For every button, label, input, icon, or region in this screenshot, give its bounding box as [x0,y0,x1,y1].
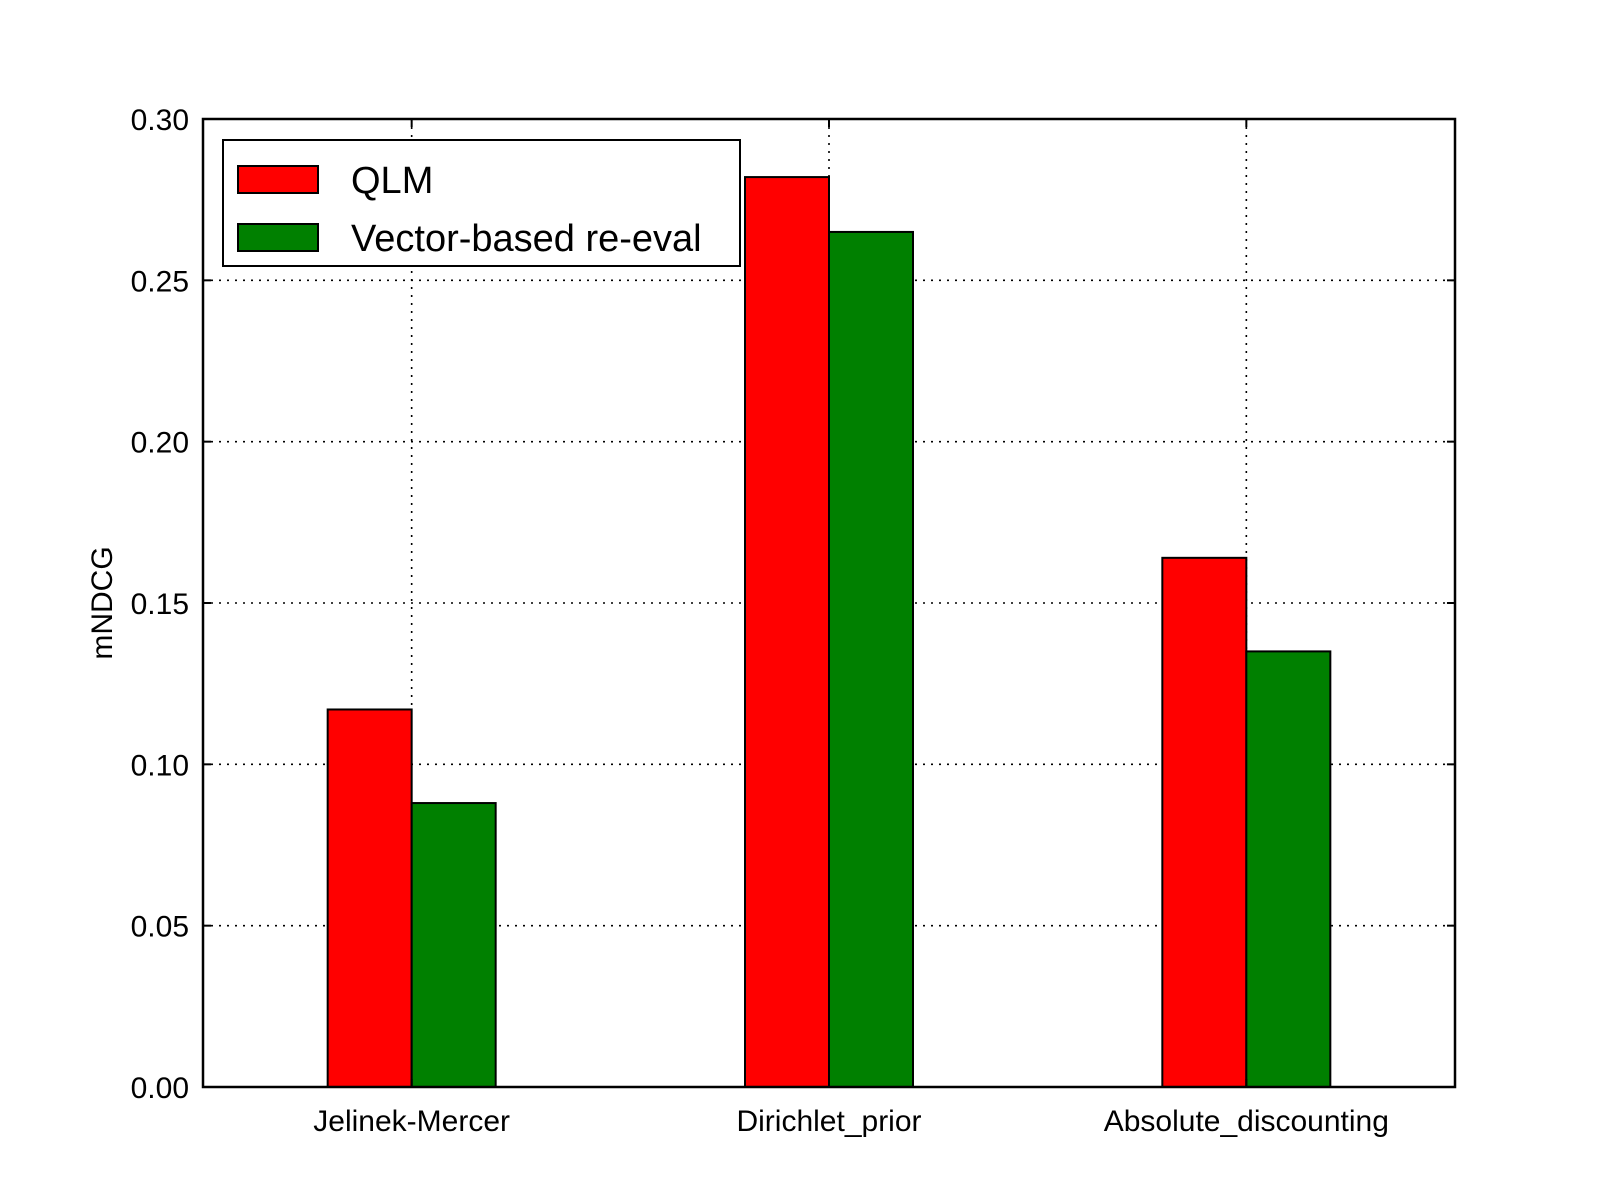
y-axis-title: mNDCG [86,546,119,659]
y-tick-label: 0.15 [131,588,189,621]
x-tick-labels: Jelinek-Mercer Dirichlet_prior Absolute_di… [313,1105,1389,1138]
y-tick-label: 0.10 [131,749,189,782]
y-tick-label: 0.00 [131,1072,189,1105]
x-tick-label: Dirichlet_prior [736,1105,921,1138]
legend-swatch [237,165,319,194]
bar-qlm-2 [1161,556,1248,1088]
y-tick-label: 0.30 [131,104,189,137]
y-tick-label: 0.05 [131,911,189,944]
bar-qlm-1 [744,176,830,1088]
axis-ticks [203,118,1455,1088]
legend-label: Vector-based re-eval [351,218,702,260]
bar-qlm-0 [326,708,413,1088]
bar-vector-based-0 [410,802,497,1088]
legend-swatch [237,223,319,252]
x-tick-label: Jelinek-Mercer [313,1105,510,1138]
bars [326,176,1332,1089]
bar-vector-based-2 [1245,650,1332,1089]
legend-label: QLM [351,160,433,202]
y-tick-labels: 0.00 0.05 0.10 0.15 0.20 0.25 0.30 [131,104,189,1105]
legend: QLM Vector-based re-eval [222,139,741,267]
x-tick-label: Absolute_discounting [1104,1105,1389,1138]
y-tick-label: 0.20 [131,427,189,460]
bar-vector-based-1 [828,230,914,1088]
y-tick-label: 0.25 [131,265,189,298]
